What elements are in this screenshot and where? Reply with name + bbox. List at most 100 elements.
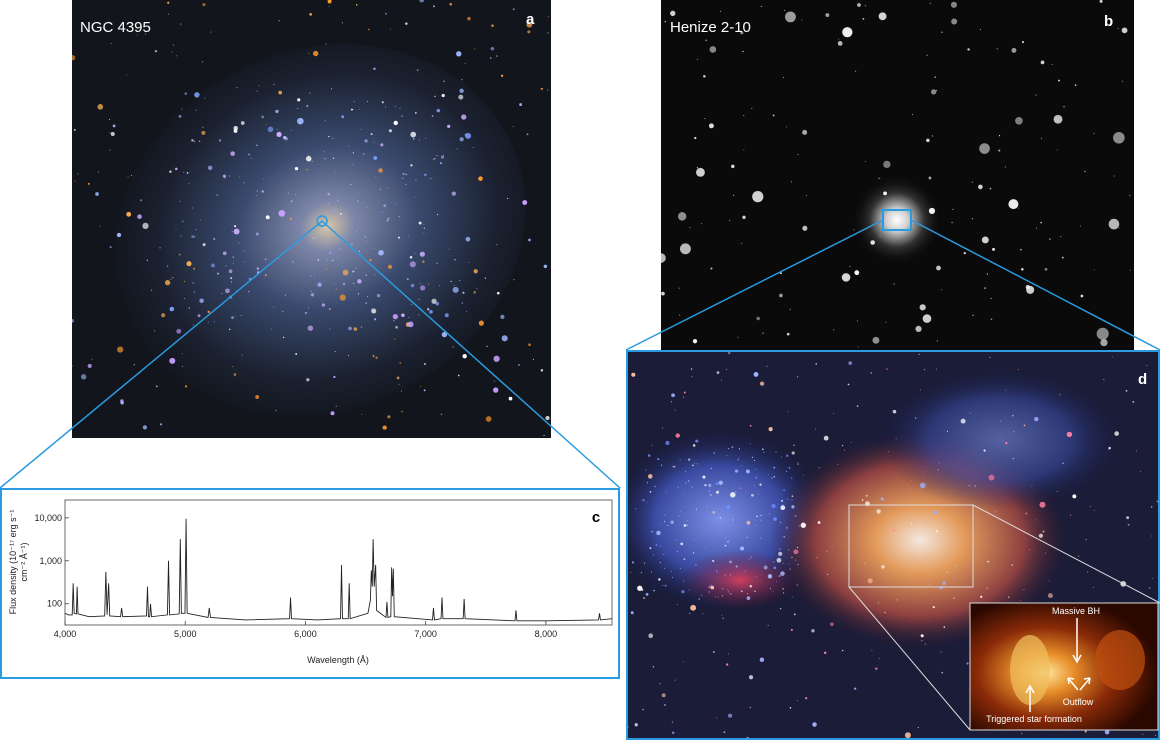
star [351, 243, 353, 245]
star [352, 109, 354, 111]
star [547, 89, 549, 91]
star [230, 151, 235, 156]
star [464, 62, 466, 64]
star [664, 21, 666, 23]
star [408, 236, 410, 238]
star [358, 108, 360, 110]
zoom-line [0, 220, 323, 489]
star [646, 501, 648, 503]
star [724, 574, 726, 576]
star [856, 320, 858, 322]
star [137, 214, 142, 219]
star [1012, 458, 1014, 460]
star [434, 95, 436, 98]
star [366, 100, 368, 102]
star [884, 611, 886, 614]
star [693, 526, 695, 528]
star [398, 383, 400, 385]
star [754, 590, 756, 593]
star [458, 94, 464, 100]
star [366, 295, 369, 298]
star [926, 138, 930, 143]
star [394, 338, 396, 340]
star [448, 248, 450, 250]
nebula [680, 550, 800, 610]
star [969, 412, 971, 414]
star [879, 178, 881, 180]
star [335, 405, 337, 407]
star [885, 321, 887, 323]
star [740, 31, 744, 35]
star [971, 181, 974, 183]
star [232, 366, 234, 368]
star [698, 598, 701, 600]
star [674, 679, 676, 681]
star [357, 200, 359, 202]
star [146, 259, 149, 262]
star [444, 313, 449, 318]
star [760, 514, 762, 516]
star [911, 523, 913, 525]
star [781, 499, 784, 502]
star [110, 132, 115, 137]
star [200, 219, 202, 221]
star [631, 372, 636, 377]
star [837, 464, 839, 466]
star [735, 565, 738, 568]
star [294, 194, 296, 196]
star [308, 154, 310, 156]
star [381, 101, 384, 104]
star [716, 490, 720, 494]
star [300, 221, 302, 223]
star [207, 310, 210, 314]
star [357, 293, 360, 295]
star [191, 139, 194, 142]
star [737, 336, 739, 338]
star [637, 585, 643, 591]
star [478, 320, 484, 326]
star [381, 211, 384, 214]
star [436, 108, 441, 113]
star [761, 448, 764, 451]
star [282, 336, 285, 339]
star [750, 556, 753, 558]
star [231, 316, 234, 320]
star [928, 584, 930, 586]
star [862, 17, 865, 20]
star [512, 126, 514, 128]
star [746, 536, 748, 538]
star [1103, 378, 1105, 380]
blob [1095, 630, 1145, 690]
star [1118, 227, 1120, 229]
star [946, 571, 948, 574]
star [929, 2, 931, 4]
star [713, 452, 716, 455]
star [654, 485, 656, 487]
star [779, 272, 782, 275]
star [493, 387, 499, 393]
star [917, 727, 919, 729]
star [373, 248, 375, 250]
star [356, 231, 358, 233]
star [1113, 175, 1115, 177]
star [423, 362, 427, 366]
star [186, 261, 192, 267]
star [436, 262, 438, 264]
star [305, 155, 312, 162]
star [1089, 506, 1091, 508]
star [383, 204, 387, 208]
star [775, 451, 777, 453]
star [416, 69, 419, 72]
spectrum-line [64, 518, 613, 622]
star [256, 195, 258, 197]
star [689, 612, 691, 614]
star [1007, 596, 1010, 599]
star [782, 76, 784, 78]
star [297, 98, 301, 102]
star [923, 368, 926, 371]
star [210, 31, 212, 33]
star [691, 486, 693, 488]
star [841, 273, 851, 282]
star [725, 368, 727, 371]
star [432, 158, 434, 160]
